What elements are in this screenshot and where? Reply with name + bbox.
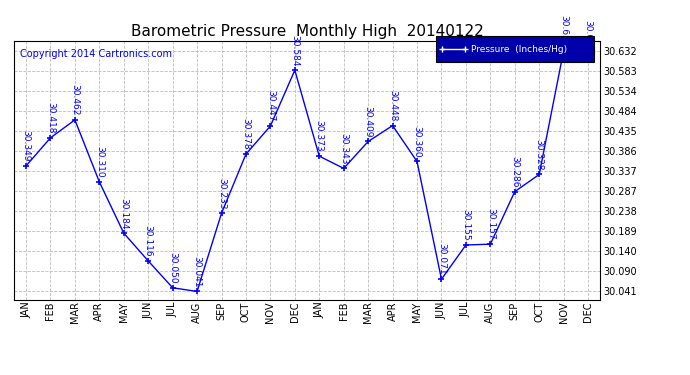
Text: 30.157: 30.157	[486, 209, 495, 240]
Text: 30.328: 30.328	[535, 139, 544, 170]
Text: 30.116: 30.116	[144, 225, 152, 257]
Text: 30.373: 30.373	[315, 120, 324, 152]
Text: Pressure  (Inches/Hg): Pressure (Inches/Hg)	[471, 45, 567, 54]
Text: 30.233: 30.233	[217, 177, 226, 209]
Text: 30.343: 30.343	[339, 133, 348, 164]
Text: 30.286: 30.286	[511, 156, 520, 188]
Text: 30.360: 30.360	[413, 126, 422, 157]
Text: 30.041: 30.041	[193, 256, 201, 287]
Text: 30.071: 30.071	[437, 243, 446, 275]
Title: Barometric Pressure  Monthly High  20140122: Barometric Pressure Monthly High 2014012…	[130, 24, 484, 39]
Text: 30.310: 30.310	[95, 146, 103, 178]
Text: 30.620: 30.620	[584, 20, 593, 51]
Text: 30.418: 30.418	[46, 102, 55, 134]
Text: 30.462: 30.462	[70, 84, 79, 116]
Text: Copyright 2014 Cartronics.com: Copyright 2014 Cartronics.com	[19, 49, 172, 59]
Text: 30.632: 30.632	[559, 15, 568, 46]
Text: 30.584: 30.584	[290, 34, 299, 66]
Text: 30.378: 30.378	[241, 118, 250, 150]
Text: 30.349: 30.349	[21, 130, 30, 162]
Text: 30.050: 30.050	[168, 252, 177, 284]
Text: 30.448: 30.448	[388, 90, 397, 122]
Text: 30.447: 30.447	[266, 90, 275, 122]
Text: 30.184: 30.184	[119, 198, 128, 229]
Text: 30.155: 30.155	[462, 209, 471, 241]
FancyBboxPatch shape	[436, 36, 594, 62]
Text: 30.409: 30.409	[364, 106, 373, 137]
